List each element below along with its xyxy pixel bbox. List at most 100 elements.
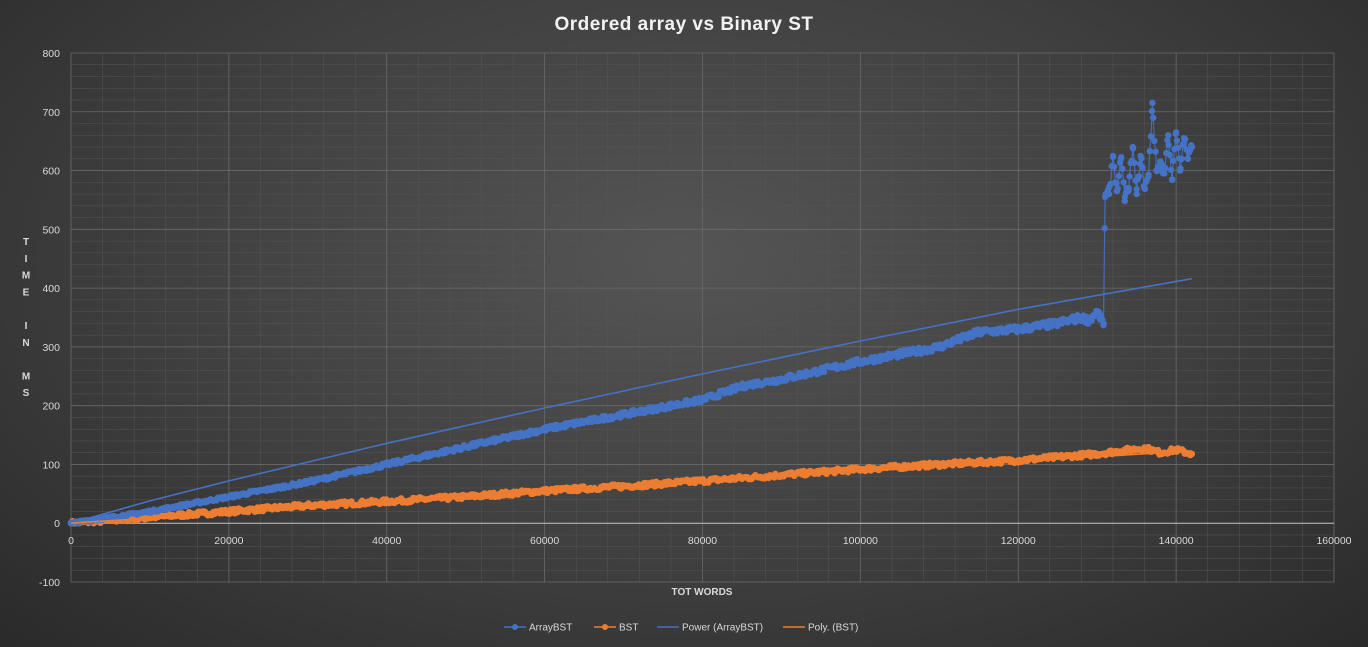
data-point: [1161, 164, 1169, 171]
y-axis-label-letter: I: [25, 321, 28, 332]
data-point: [1129, 145, 1137, 152]
x-tick-label: 160000: [1316, 535, 1351, 547]
data-point: [1131, 159, 1138, 166]
data-point: [820, 368, 828, 376]
y-tick-label: 300: [42, 342, 60, 354]
data-point: [1133, 186, 1140, 193]
y-tick-label: 800: [42, 48, 60, 60]
data-point: [1167, 166, 1175, 173]
data-point: [1148, 108, 1156, 115]
legend: ArrayBST BST Power (ArrayBST) Poly. (BST): [504, 623, 858, 634]
series-layer: [67, 99, 1196, 527]
data-point: [1174, 144, 1182, 152]
data-point: [1111, 163, 1118, 171]
data-point: [1182, 136, 1189, 143]
legend-swatch-marker: [602, 624, 608, 630]
y-tick-label: 500: [42, 224, 60, 236]
legend-item: ArrayBST: [504, 623, 572, 634]
data-point: [1161, 170, 1168, 177]
legend-label: Power (ArrayBST): [682, 623, 763, 634]
data-point: [1135, 173, 1143, 180]
y-axis-label-letter: M: [22, 371, 30, 382]
data-point: [1170, 157, 1177, 164]
data-point: [1149, 99, 1156, 107]
y-axis-label-letter: T: [23, 237, 29, 248]
x-axis-label: TOT WORDS: [672, 587, 733, 598]
x-tick-label: 80000: [688, 535, 717, 547]
trendline-path: [70, 450, 1192, 524]
series-0: [67, 99, 1196, 527]
data-point: [1126, 173, 1133, 180]
data-point: [1105, 190, 1113, 198]
y-axis-label-letter: N: [22, 338, 29, 349]
data-point: [1119, 165, 1126, 172]
trendline-2: [70, 277, 1193, 524]
legend-item: BST: [594, 623, 638, 634]
data-point: [1145, 173, 1152, 180]
trendline-path: [70, 277, 1193, 524]
data-point: [1088, 317, 1095, 324]
y-tick-label: 200: [42, 401, 60, 413]
y-tick-label: 700: [42, 107, 60, 119]
data-point: [1188, 143, 1196, 151]
data-point: [1173, 137, 1181, 144]
data-point: [1158, 160, 1165, 167]
data-point: [1172, 129, 1180, 136]
y-axis-label-letter: I: [25, 254, 28, 265]
data-point: [1120, 179, 1127, 186]
data-point: [715, 393, 722, 401]
y-axis-ticks: -100 0 100 200 300 400 500 600 700 800: [39, 48, 60, 589]
data-point: [1115, 172, 1123, 180]
data-point: [1184, 155, 1192, 162]
data-point: [1177, 165, 1184, 172]
x-tick-label: 0: [68, 535, 74, 547]
data-point: [1113, 180, 1120, 187]
x-tick-label: 120000: [1001, 535, 1036, 547]
data-point: [1188, 450, 1196, 458]
data-point: [1133, 190, 1140, 198]
chart-title: Ordered array vs Binary ST: [554, 14, 813, 35]
data-point: [1169, 176, 1176, 183]
x-axis-ticks: 0 20000 40000 60000 80000 100000 120000 140000 1…: [68, 535, 1352, 547]
y-axis-label-letter: M: [22, 271, 30, 282]
data-point: [1138, 155, 1145, 162]
legend-label: Poly. (BST): [808, 623, 858, 634]
data-point: [1146, 148, 1153, 155]
data-point: [1150, 114, 1157, 121]
y-axis-label-letter: E: [23, 287, 30, 298]
y-axis-label-letter: S: [23, 388, 30, 399]
data-point: [1141, 185, 1149, 192]
series-1: [67, 443, 1196, 527]
data-point: [1152, 148, 1159, 155]
data-point: [1101, 225, 1108, 232]
data-point: [1109, 152, 1117, 160]
legend-item: Power (ArrayBST): [657, 623, 763, 634]
data-point: [1048, 323, 1055, 330]
x-tick-label: 100000: [843, 535, 878, 547]
legend-item: Poly. (BST): [783, 623, 858, 634]
y-tick-label: 0: [54, 518, 60, 530]
data-point: [1139, 164, 1146, 171]
x-tick-label: 40000: [372, 535, 401, 547]
x-tick-label: 140000: [1159, 535, 1194, 547]
data-point: [1151, 137, 1158, 145]
data-point: [1114, 185, 1121, 192]
legend-label: ArrayBST: [529, 623, 572, 634]
data-point: [1125, 185, 1133, 192]
y-tick-label: 600: [42, 166, 60, 178]
data-point: [1100, 320, 1107, 327]
x-tick-label: 60000: [530, 535, 559, 547]
x-tick-label: 20000: [214, 535, 243, 547]
data-point: [1166, 151, 1174, 159]
data-point: [1165, 132, 1172, 139]
data-point: [1147, 133, 1155, 140]
grid: [70, 52, 1335, 583]
data-point: [1118, 154, 1125, 161]
data-point: [727, 389, 734, 396]
legend-swatch-marker: [512, 624, 518, 630]
y-tick-label: 400: [42, 283, 60, 295]
trendline-3: [70, 450, 1192, 524]
data-point: [1165, 141, 1172, 148]
